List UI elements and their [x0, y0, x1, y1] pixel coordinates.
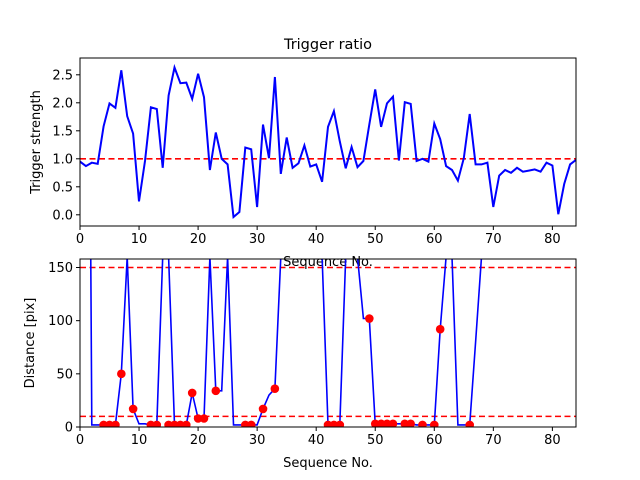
- data-point: [335, 420, 345, 427]
- data-point: [152, 420, 162, 427]
- x-tick-label: 80: [544, 232, 561, 247]
- data-point: [406, 419, 415, 427]
- x-tick-label: 50: [367, 232, 384, 247]
- data-point: [117, 369, 126, 379]
- x-tick-label: 30: [249, 232, 266, 247]
- x-tick-label: 60: [426, 232, 443, 247]
- x-tick-label: 40: [308, 433, 325, 448]
- x-tick-label: 50: [367, 433, 384, 448]
- chart-title: Trigger ratio: [283, 37, 372, 53]
- data-point: [435, 324, 445, 334]
- y-tick-label: 2.5: [52, 68, 73, 83]
- y-axis-label: Distance [pix]: [23, 298, 38, 389]
- x-tick-label: 10: [131, 232, 148, 247]
- axes-frame: [79, 258, 577, 428]
- data-point: [187, 388, 197, 398]
- y-tick-label: 0.0: [52, 208, 73, 223]
- trigger-markers: [99, 314, 475, 427]
- y-tick-label: 0.5: [52, 180, 73, 195]
- x-tick-label: 0: [76, 433, 84, 448]
- data-point: [429, 420, 439, 427]
- y-axis-ticks: 0.0 0.5 1.0 1.5 2.0 2.5: [52, 68, 80, 223]
- trigger-ratio-plot: Trigger ratio 0 10 20 30 40 50 60 70 80 0.0 0.5 1.…: [29, 37, 577, 270]
- axes-frame: [79, 57, 577, 227]
- data-point: [199, 414, 209, 423]
- x-axis-ticks: 0 10 20 30 40 50 60 70 80: [76, 427, 561, 448]
- x-tick-label: 70: [485, 433, 502, 448]
- data-point: [388, 419, 398, 427]
- data-point: [258, 404, 268, 414]
- y-tick-label: 100: [48, 314, 73, 329]
- y-tick-label: 1.0: [52, 152, 73, 167]
- threshold-lines: [80, 266, 576, 418]
- data-point: [270, 384, 280, 394]
- y-tick-label: 2.0: [52, 96, 73, 111]
- x-axis-label: Sequence No.: [283, 456, 373, 471]
- x-tick-label: 20: [190, 232, 207, 247]
- x-tick-label: 20: [190, 433, 207, 448]
- y-axis-label: Trigger strength: [29, 90, 44, 195]
- distance-line: [89, 259, 483, 426]
- distance-plot: 0 10 20 30 40 50 60 70 80 0 50 100 150 Sequence No.…: [23, 258, 577, 471]
- data-point: [418, 420, 427, 427]
- data-point: [246, 420, 256, 427]
- y-tick-label: 1.5: [52, 124, 73, 139]
- x-tick-label: 40: [308, 232, 325, 247]
- x-tick-label: 0: [76, 232, 84, 247]
- data-point: [465, 420, 475, 427]
- x-axis-ticks: 0 10 20 30 40 50 60 70 80: [76, 226, 561, 247]
- x-tick-label: 30: [249, 433, 266, 448]
- x-tick-label: 10: [131, 433, 148, 448]
- y-tick-label: 0: [65, 421, 73, 436]
- plot-area: [80, 259, 576, 427]
- x-tick-label: 60: [426, 433, 443, 448]
- data-point: [111, 420, 120, 427]
- data-point: [193, 414, 203, 423]
- plot-area: [80, 63, 576, 219]
- data-point: [365, 314, 374, 323]
- y-tick-label: 150: [48, 261, 73, 276]
- x-tick-label: 80: [544, 433, 561, 448]
- data-point: [211, 386, 221, 396]
- y-tick-label: 50: [56, 367, 73, 382]
- y-axis-ticks: 0 50 100 150: [48, 261, 80, 436]
- data-point: [128, 404, 138, 414]
- x-tick-label: 70: [485, 232, 502, 247]
- trigger-strength-line: [80, 63, 576, 219]
- data-point: [181, 420, 191, 427]
